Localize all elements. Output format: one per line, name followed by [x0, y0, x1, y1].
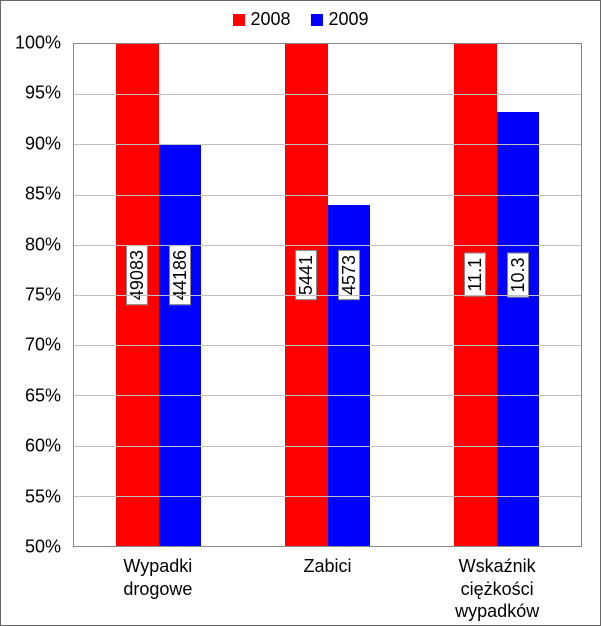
legend: 2008 2009: [232, 9, 368, 30]
data-label: 5441: [295, 250, 317, 300]
y-tick-label: 95%: [25, 83, 61, 104]
plot-area: 49083441865441457311.110.3: [73, 43, 582, 547]
gridline: [74, 144, 581, 145]
y-tick-label: 65%: [25, 385, 61, 406]
legend-item-2009: 2009: [311, 9, 369, 30]
y-tick-label: 80%: [25, 234, 61, 255]
gridline: [74, 446, 581, 447]
y-tick-label: 90%: [25, 133, 61, 154]
x-tick-label: Zabici: [243, 551, 413, 625]
x-tick-label: Wskaźnikciężkościwypadków: [412, 551, 582, 625]
bar: 10.3: [497, 112, 539, 546]
data-label: 4573: [338, 250, 360, 300]
data-label: 11.1: [464, 253, 486, 297]
y-tick-label: 50%: [25, 537, 61, 558]
x-axis: WypadkidrogoweZabiciWskaźnikciężkościwyp…: [73, 551, 582, 625]
y-tick-label: 75%: [25, 285, 61, 306]
legend-item-2008: 2008: [232, 9, 290, 30]
y-tick-label: 85%: [25, 184, 61, 205]
y-tick-label: 55%: [25, 486, 61, 507]
legend-label-2009: 2009: [329, 9, 369, 30]
legend-swatch-2008: [232, 14, 244, 26]
gridline: [74, 345, 581, 346]
gridline: [74, 496, 581, 497]
gridline: [74, 395, 581, 396]
x-tick-label: Wypadkidrogowe: [73, 551, 243, 625]
legend-label-2008: 2008: [250, 9, 290, 30]
gridline: [74, 295, 581, 296]
y-axis: 50%55%60%65%70%75%80%85%90%95%100%: [1, 43, 67, 547]
gridline: [74, 94, 581, 95]
y-tick-label: 60%: [25, 436, 61, 457]
gridline: [74, 245, 581, 246]
data-label: 10.3: [507, 252, 529, 297]
y-tick-label: 70%: [25, 335, 61, 356]
legend-swatch-2009: [311, 14, 323, 26]
gridline: [74, 195, 581, 196]
bar-chart: 2008 2009 50% 55% 60% 65% 70% 75% 80% 85% 90% 95%…: [0, 0, 601, 626]
y-tick-label: 100%: [15, 33, 61, 54]
bar: 4573: [328, 205, 370, 546]
